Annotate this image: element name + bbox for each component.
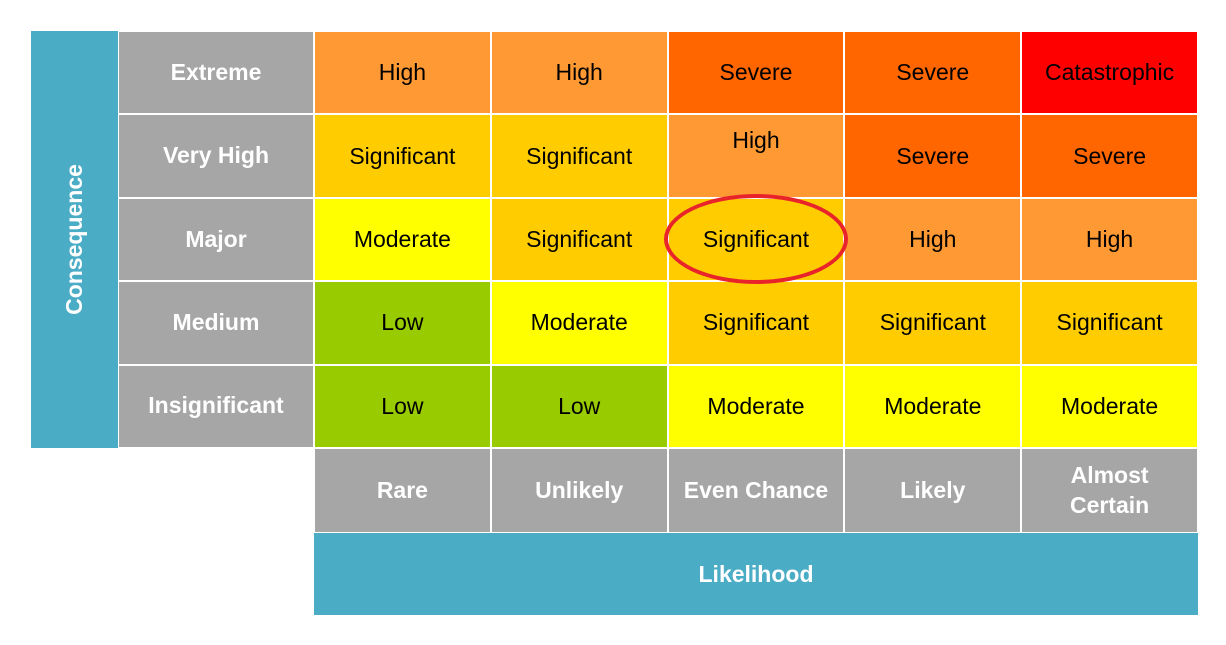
- risk-cell-label: Moderate: [707, 392, 805, 419]
- risk-cell-label: High: [909, 225, 957, 252]
- risk-cell-label: Significant: [349, 142, 456, 169]
- risk-cell: Moderate: [490, 281, 668, 365]
- risk-cell-label: Significant: [702, 225, 810, 252]
- consequence-header-major: Major: [118, 197, 314, 282]
- risk-cell: High: [1021, 197, 1198, 282]
- risk-cell: High: [314, 31, 491, 115]
- risk-cell-label: Catastrophic: [1045, 59, 1175, 86]
- risk-cell: Significant: [490, 197, 668, 282]
- risk-cell-label: Moderate: [884, 392, 982, 419]
- consequence-header-insignificant: Insignificant: [118, 364, 314, 448]
- risk-cell-label: Low: [381, 392, 424, 419]
- risk-cell-label: High: [732, 126, 780, 153]
- risk-cell-label: High: [555, 59, 603, 86]
- risk-cell: Severe: [667, 31, 845, 115]
- risk-cell: High: [490, 31, 668, 115]
- risk-cell-label: Significant: [702, 309, 810, 336]
- likelihood-header-even-chance: Even Chance: [667, 448, 845, 533]
- risk-cell: Catastrophic: [1021, 31, 1198, 115]
- risk-cell-label: Significant: [526, 225, 633, 252]
- risk-cell-label: Severe: [1073, 142, 1147, 169]
- risk-cell: Moderate: [314, 197, 491, 282]
- risk-cell-label: Low: [558, 392, 601, 419]
- risk-cell-label: Severe: [719, 59, 793, 86]
- risk-cell: Significant: [1021, 281, 1198, 365]
- risk-cell-label: Low: [381, 309, 424, 336]
- likelihood-header-almost-certain: Almost Certain: [1021, 448, 1198, 533]
- risk-cell: Severe: [844, 114, 1022, 198]
- risk-cell: Moderate: [844, 364, 1022, 448]
- risk-cell: High: [667, 114, 845, 198]
- risk-cell: High: [844, 197, 1022, 282]
- risk-cell-label: Moderate: [353, 225, 451, 252]
- risk-cell: Moderate: [1021, 364, 1198, 448]
- consequence-axis-bar: Consequence: [31, 31, 118, 448]
- risk-cell-label: Significant: [1056, 309, 1163, 336]
- likelihood-header-likely: Likely: [844, 448, 1022, 533]
- risk-cell: Significant: [844, 281, 1022, 365]
- risk-cell: Severe: [844, 31, 1022, 115]
- risk-cell: Severe: [1021, 114, 1198, 198]
- risk-cell-label: Moderate: [530, 309, 628, 336]
- likelihood-axis-bar: Likelihood: [314, 533, 1198, 615]
- risk-cell-label: Severe: [896, 59, 970, 86]
- likelihood-header-unlikely: Unlikely: [490, 448, 668, 533]
- risk-cell-label: High: [1085, 225, 1134, 252]
- consequence-axis-label: Consequence: [61, 164, 88, 315]
- risk-cell: Significant: [667, 281, 845, 365]
- risk-cell-label: Severe: [896, 142, 970, 169]
- consequence-header-very-high: Very High: [118, 114, 314, 198]
- likelihood-axis-label: Likelihood: [698, 560, 814, 587]
- risk-cell: Significant: [667, 197, 845, 282]
- risk-cell: Low: [314, 364, 491, 448]
- risk-cell-label: Moderate: [1061, 392, 1159, 419]
- risk-cell-label: High: [378, 59, 427, 86]
- risk-cell: Significant: [490, 114, 668, 198]
- consequence-header-extreme: Extreme: [118, 31, 314, 115]
- risk-cell: Moderate: [667, 364, 845, 448]
- risk-cell: Low: [490, 364, 668, 448]
- consequence-header-medium: Medium: [118, 281, 314, 365]
- risk-cell-label: Significant: [879, 309, 986, 336]
- risk-cell: Significant: [314, 114, 491, 198]
- risk-cell-label: Significant: [526, 142, 633, 169]
- risk-cell: Low: [314, 281, 491, 365]
- likelihood-header-rare: Rare: [314, 448, 491, 533]
